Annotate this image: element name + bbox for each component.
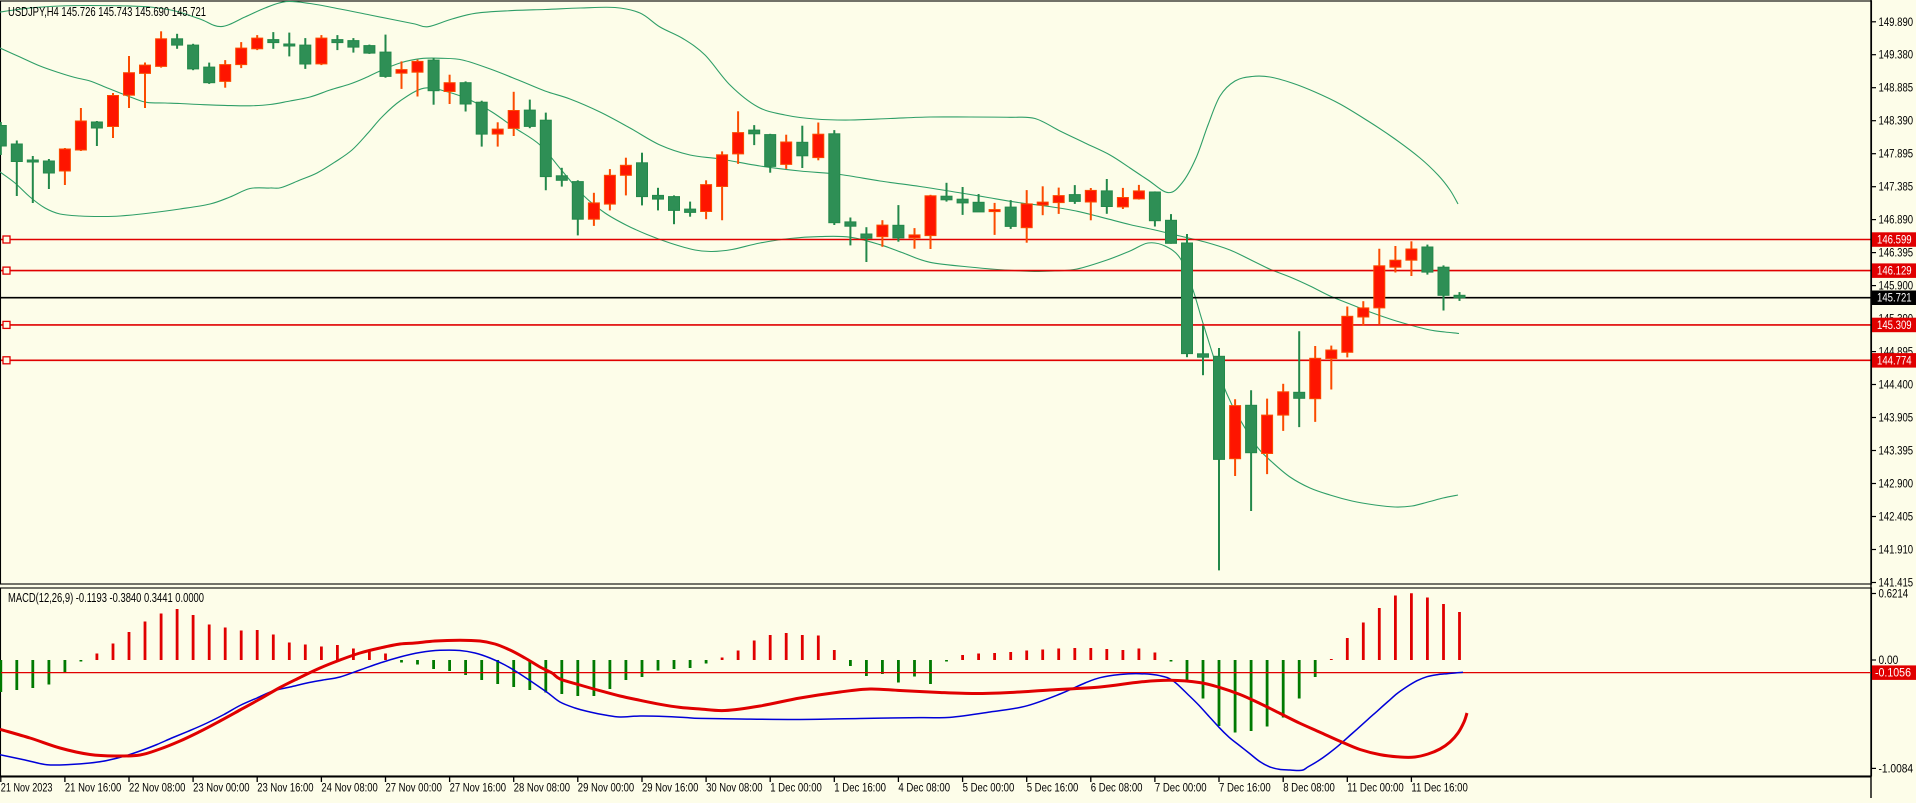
svg-text:24 Nov 08:00: 24 Nov 08:00 bbox=[321, 783, 377, 795]
svg-text:142.405: 142.405 bbox=[1879, 512, 1914, 524]
svg-text:146.129: 146.129 bbox=[1877, 266, 1912, 278]
svg-text:143.905: 143.905 bbox=[1879, 413, 1914, 425]
svg-text:148.390: 148.390 bbox=[1879, 116, 1914, 128]
svg-text:146.890: 146.890 bbox=[1879, 215, 1914, 227]
svg-text:6 Dec 08:00: 6 Dec 08:00 bbox=[1091, 783, 1143, 795]
svg-text:5 Dec 16:00: 5 Dec 16:00 bbox=[1027, 783, 1079, 795]
svg-text:5 Dec 00:00: 5 Dec 00:00 bbox=[963, 783, 1015, 795]
svg-text:149.380: 149.380 bbox=[1879, 50, 1914, 62]
svg-text:30 Nov 08:00: 30 Nov 08:00 bbox=[706, 783, 762, 795]
svg-text:1 Dec 00:00: 1 Dec 00:00 bbox=[770, 783, 822, 795]
svg-text:21 Nov 16:00: 21 Nov 16:00 bbox=[65, 783, 121, 795]
svg-text:147.385: 147.385 bbox=[1879, 182, 1914, 194]
svg-text:4 Dec 08:00: 4 Dec 08:00 bbox=[898, 783, 950, 795]
svg-text:144.774: 144.774 bbox=[1877, 355, 1912, 367]
svg-text:29 Nov 16:00: 29 Nov 16:00 bbox=[642, 783, 698, 795]
svg-text:145.900: 145.900 bbox=[1879, 281, 1914, 293]
svg-text:22 Nov 08:00: 22 Nov 08:00 bbox=[129, 783, 185, 795]
svg-text:-1.0084: -1.0084 bbox=[1879, 763, 1914, 775]
svg-text:144.400: 144.400 bbox=[1879, 380, 1914, 392]
svg-text:8 Dec 08:00: 8 Dec 08:00 bbox=[1283, 783, 1335, 795]
svg-text:11 Dec 00:00: 11 Dec 00:00 bbox=[1347, 783, 1403, 795]
svg-text:147.895: 147.895 bbox=[1879, 149, 1914, 161]
svg-text:149.890: 149.890 bbox=[1879, 17, 1914, 29]
svg-text:7 Dec 00:00: 7 Dec 00:00 bbox=[1155, 783, 1207, 795]
svg-text:145.309: 145.309 bbox=[1877, 320, 1912, 332]
svg-text:7 Dec 16:00: 7 Dec 16:00 bbox=[1219, 783, 1271, 795]
svg-text:0.6214: 0.6214 bbox=[1879, 589, 1909, 601]
svg-text:145.721: 145.721 bbox=[1877, 293, 1912, 305]
svg-text:142.900: 142.900 bbox=[1879, 479, 1914, 491]
svg-text:0.00: 0.00 bbox=[1879, 655, 1899, 667]
svg-text:21 Nov 2023: 21 Nov 2023 bbox=[1, 783, 53, 795]
svg-text:23 Nov 00:00: 23 Nov 00:00 bbox=[193, 783, 249, 795]
svg-text:USDJPY,H4 145.726 145.743 145: USDJPY,H4 145.726 145.743 145.690 145.72… bbox=[8, 5, 206, 19]
svg-text:28 Nov 08:00: 28 Nov 08:00 bbox=[514, 783, 570, 795]
svg-text:1 Dec 16:00: 1 Dec 16:00 bbox=[834, 783, 886, 795]
svg-text:11 Dec 16:00: 11 Dec 16:00 bbox=[1411, 783, 1467, 795]
svg-text:MACD(12,26,9) -0.1193 -0.3840: MACD(12,26,9) -0.1193 -0.3840 0.3441 0.0… bbox=[8, 591, 204, 605]
svg-text:141.910: 141.910 bbox=[1879, 545, 1914, 557]
svg-text:-0.1056: -0.1056 bbox=[1875, 668, 1911, 680]
svg-text:23 Nov 16:00: 23 Nov 16:00 bbox=[257, 783, 313, 795]
svg-text:146.599: 146.599 bbox=[1877, 235, 1912, 247]
svg-text:148.885: 148.885 bbox=[1879, 83, 1914, 95]
svg-text:143.395: 143.395 bbox=[1879, 446, 1914, 458]
svg-text:27 Nov 16:00: 27 Nov 16:00 bbox=[450, 783, 506, 795]
svg-text:141.415: 141.415 bbox=[1879, 578, 1914, 590]
svg-text:146.395: 146.395 bbox=[1879, 248, 1914, 260]
svg-text:27 Nov 00:00: 27 Nov 00:00 bbox=[386, 783, 442, 795]
svg-text:29 Nov 00:00: 29 Nov 00:00 bbox=[578, 783, 634, 795]
